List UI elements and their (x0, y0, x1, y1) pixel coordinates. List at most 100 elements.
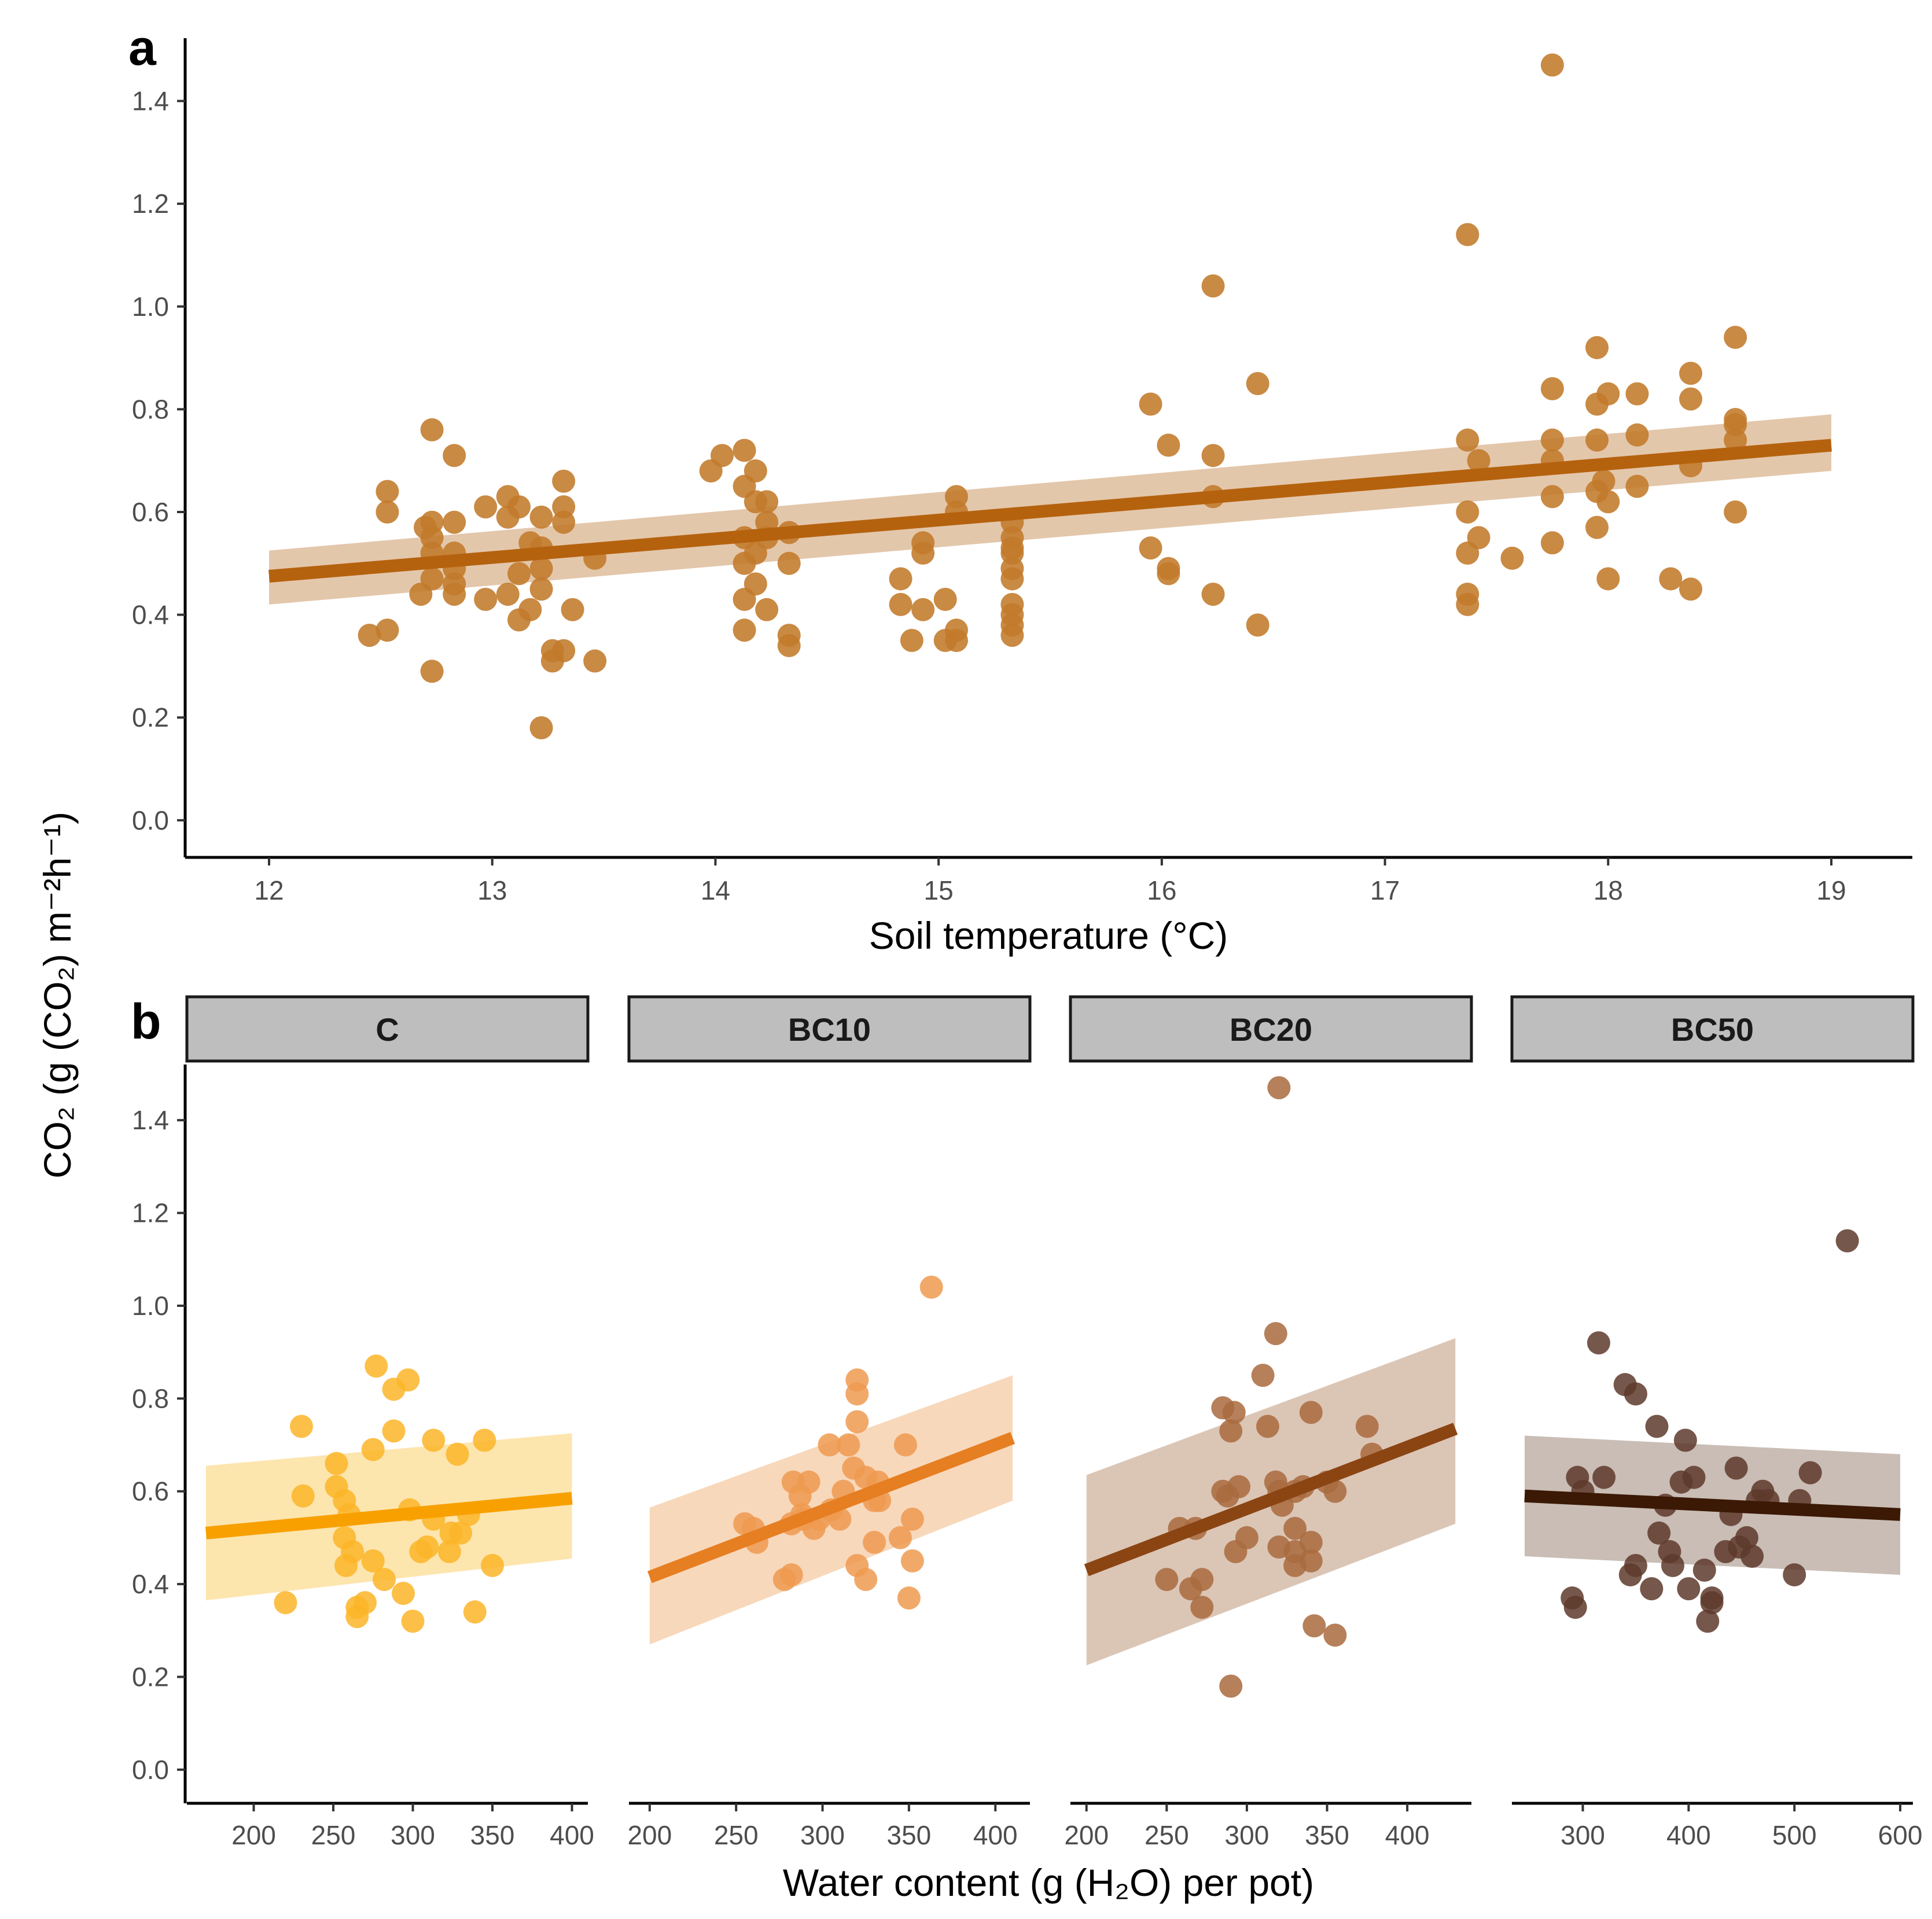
a-data-point (1592, 469, 1615, 493)
facet-data-point (422, 1428, 446, 1452)
facet-data-point (463, 1600, 487, 1624)
a-data-point (1679, 387, 1702, 411)
facet-bc20: BC20 200 250 300 350 400 (1064, 995, 1473, 1850)
b-y-tick-label: 1.2 (132, 1198, 169, 1228)
facet-data-point (1355, 1415, 1379, 1438)
a-y-tick-label: 1.4 (132, 86, 169, 116)
facet-data-point (1673, 1428, 1697, 1452)
a-data-point (443, 510, 466, 534)
facet-x-tick-label: 250 (714, 1820, 759, 1850)
a-data-point (1540, 531, 1564, 555)
a-data-point (1585, 428, 1609, 452)
facet-data-point (1692, 1559, 1716, 1582)
facet-data-point (888, 1526, 912, 1549)
facet-data-point (1587, 1331, 1610, 1355)
facet-data-point (361, 1549, 385, 1573)
facet-data-point (1302, 1614, 1326, 1638)
facet-data-point (1235, 1526, 1258, 1549)
facet-data-point (1563, 1596, 1587, 1619)
facet-x-tick-label: 300 (391, 1820, 435, 1850)
facet-data-point (446, 1442, 469, 1466)
a-x-tick-label: 14 (701, 875, 730, 905)
facet-x-tick-label: 350 (1305, 1820, 1349, 1850)
a-y-tick-label: 1.0 (132, 292, 169, 322)
facet-data-point (779, 1563, 803, 1587)
a-x-ticks: 12 13 14 15 16 17 18 19 (254, 857, 1846, 905)
a-data-point (376, 480, 399, 503)
a-data-point (1585, 515, 1609, 539)
facet-data-point (1256, 1415, 1279, 1438)
a-data-point (1659, 567, 1683, 591)
facet-data-point (1645, 1415, 1669, 1438)
facet-data-point (1299, 1549, 1323, 1573)
a-data-point (1500, 546, 1524, 570)
facet-x-tick-label: 250 (1145, 1820, 1189, 1850)
facet-x-tick-label: 200 (231, 1820, 276, 1850)
facet-x-tick-label: 400 (550, 1820, 594, 1850)
facet-data-point (1724, 1456, 1748, 1480)
facet-data-point (1299, 1401, 1323, 1424)
panel-a: 0.00.20.40.60.81.01.21.4 12 13 14 15 16 17 18 1… (132, 38, 1912, 957)
a-data-point (1596, 490, 1620, 514)
panel-label-b: b (131, 994, 161, 1049)
a-y-tick-label: 0.0 (132, 805, 169, 835)
facet-data-point (893, 1433, 917, 1457)
facet-x-tick-label: 400 (1385, 1820, 1430, 1850)
facet-data-point (1219, 1674, 1243, 1698)
a-data-point (1467, 449, 1491, 473)
a-data-point (1000, 624, 1024, 647)
facet-strip-label: C (376, 1011, 399, 1048)
a-data-point (1724, 500, 1747, 524)
a-data-point (911, 542, 935, 565)
b-y-tick-label: 1.0 (132, 1291, 169, 1321)
a-data-point (474, 495, 498, 519)
a-data-point (733, 618, 756, 642)
facet-data-point (1740, 1545, 1764, 1568)
a-data-point (1246, 371, 1269, 395)
a-data-point (1679, 577, 1702, 601)
a-data-point (507, 495, 531, 519)
a-data-point (945, 629, 968, 653)
a-data-point (1596, 567, 1620, 591)
y-axis-title: CO₂ (g (CO₂) m⁻²h⁻¹) (36, 812, 79, 1178)
a-data-point (474, 587, 498, 611)
facet-data-point (382, 1419, 406, 1443)
facet-data-point (1227, 1475, 1251, 1498)
a-regression-line (268, 439, 1832, 583)
facet-strip-bc20 (1069, 995, 1473, 1063)
a-y-tick-label: 0.4 (132, 600, 169, 630)
facet-data-point (837, 1433, 860, 1457)
a-data-point (552, 510, 576, 534)
a-data-point (1456, 223, 1480, 246)
panel-label-a: a (128, 20, 157, 76)
a-data-point (1540, 485, 1564, 509)
facet-data-point (290, 1415, 313, 1438)
a-data-point (1625, 423, 1649, 447)
a-data-point (529, 716, 553, 739)
facet-data-point (863, 1530, 886, 1554)
facet-data-point (818, 1433, 841, 1457)
a-data-point (420, 567, 444, 591)
facet-data-point (900, 1507, 924, 1531)
facet-data-point (845, 1410, 869, 1434)
facet-data-point (1624, 1554, 1647, 1578)
facet-data-point (392, 1582, 415, 1605)
a-data-point (1467, 526, 1491, 550)
a-data-point (561, 598, 584, 621)
facet-data-point (373, 1568, 396, 1592)
facet-data-point (1267, 1076, 1291, 1100)
a-data-point (583, 649, 607, 673)
a-data-point (889, 567, 912, 591)
facet-data-point (1155, 1568, 1179, 1592)
facet-strip-bc10 (627, 995, 1032, 1063)
facet-bc50: BC50 300 400 500 600 (1510, 995, 1922, 1850)
facet-data-point (1798, 1461, 1822, 1485)
facet-x-tick-label: 300 (800, 1820, 845, 1850)
facet-data-point (1251, 1364, 1275, 1387)
a-x-tick-label: 18 (1594, 875, 1623, 905)
a-data-point (1540, 377, 1564, 400)
a-data-point (1456, 592, 1480, 616)
a-x-tick-label: 13 (477, 875, 507, 905)
a-data-point (911, 598, 935, 621)
